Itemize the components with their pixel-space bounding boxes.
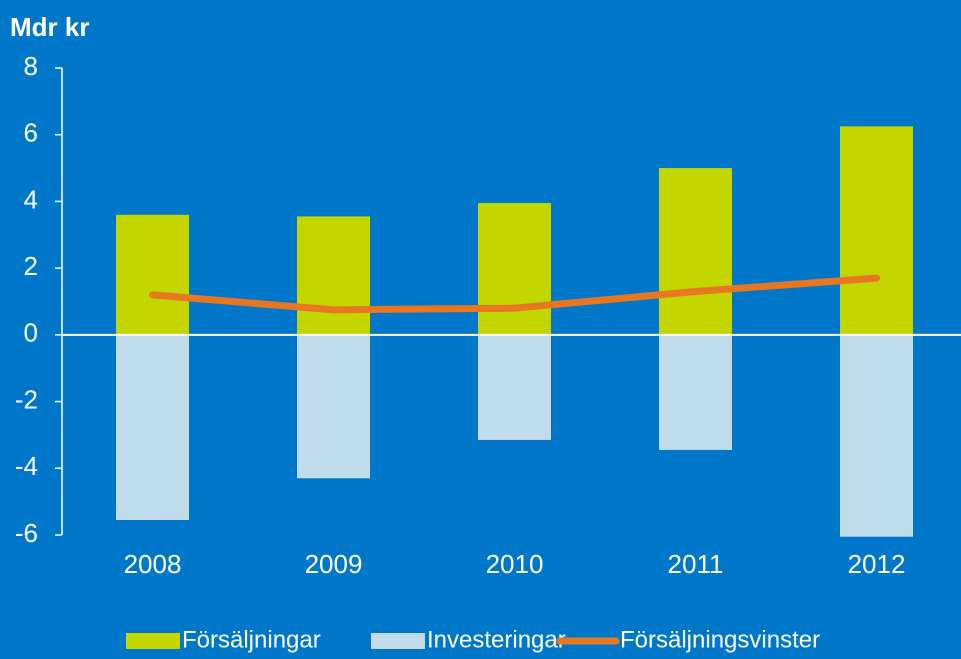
bar: [297, 334, 370, 479]
bar: [478, 334, 551, 440]
y-tick-label: -4: [15, 451, 38, 481]
bar: [659, 168, 732, 335]
legend-label: Investeringar: [427, 626, 566, 653]
x-tick-label: 2011: [668, 549, 724, 579]
chart-title: Mdr kr: [10, 12, 89, 42]
y-tick-label: -2: [15, 384, 38, 414]
x-tick-label: 2012: [848, 549, 906, 579]
y-tick-label: 6: [24, 118, 38, 148]
legend-label: Försäljningsvinster: [620, 626, 820, 653]
bar: [478, 203, 551, 335]
bar: [659, 334, 732, 450]
bar: [840, 126, 913, 335]
legend-label: Försäljningar: [182, 626, 321, 653]
bar: [840, 334, 913, 537]
y-tick-label: 0: [24, 318, 38, 348]
legend-swatch: [126, 633, 180, 649]
y-tick-label: 4: [24, 184, 38, 214]
y-tick-label: 8: [24, 51, 38, 81]
x-tick-label: 2009: [305, 549, 363, 579]
y-tick-label: 2: [24, 251, 38, 281]
bar: [297, 216, 370, 335]
bar: [116, 214, 189, 335]
x-tick-label: 2010: [486, 549, 544, 579]
bar: [116, 334, 189, 520]
x-tick-label: 2008: [124, 549, 182, 579]
legend-swatch: [371, 633, 425, 649]
y-tick-label: -6: [15, 518, 38, 548]
line: [149, 274, 880, 314]
